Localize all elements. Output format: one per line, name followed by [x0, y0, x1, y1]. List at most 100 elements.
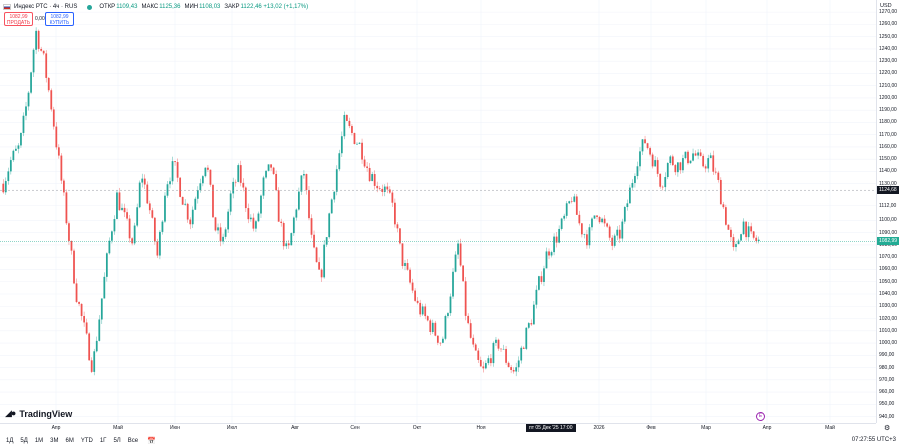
candle-body	[333, 191, 336, 200]
price-scale[interactable]: USD 1270,00 1260,00 1250,00 1240,00 1230,00 1…	[876, 0, 899, 423]
candle-body	[262, 177, 265, 196]
candle	[363, 155, 366, 169]
candle	[472, 334, 475, 348]
candle-body	[191, 209, 194, 225]
candle	[169, 177, 171, 189]
time-axis[interactable]: Апр Май Июн Июл Авг Сен Окт Ноя 2026 Фев Мар Апр Май…	[0, 423, 876, 433]
candle-body	[558, 228, 561, 243]
candle-body	[462, 265, 465, 282]
candle	[164, 192, 166, 224]
candle	[457, 239, 459, 259]
period-button-YTD[interactable]: YTD	[80, 437, 93, 444]
candle-body	[555, 236, 558, 243]
candle	[522, 346, 525, 350]
candle-body	[78, 301, 80, 304]
candle-body	[265, 170, 267, 178]
price-tick: 1260,00	[879, 21, 898, 28]
open-value: 1109,43	[116, 4, 138, 10]
candle	[525, 327, 528, 351]
candle	[719, 177, 722, 205]
candle-body	[699, 152, 702, 156]
period-button-1Д[interactable]: 1Д	[6, 437, 14, 444]
candle	[201, 175, 204, 187]
candle	[351, 124, 353, 136]
candle	[555, 232, 558, 248]
candle-body	[641, 139, 644, 152]
period-button-1М[interactable]: 1М	[34, 437, 44, 444]
candle	[57, 144, 60, 159]
candle	[578, 210, 581, 226]
period-button-5Л[interactable]: 5Л	[113, 437, 121, 444]
candle	[381, 184, 384, 197]
candle-body	[383, 186, 386, 192]
candle-body	[227, 211, 230, 230]
candle	[270, 164, 272, 172]
candle-body	[80, 303, 83, 317]
time-tick: Мар	[701, 425, 711, 431]
candle	[752, 231, 755, 240]
candle	[346, 114, 348, 122]
candle-body	[634, 176, 636, 183]
candle	[469, 319, 472, 339]
candle	[93, 348, 96, 376]
candle-body	[257, 213, 260, 222]
candle	[159, 230, 161, 260]
candle-body	[194, 198, 197, 210]
candle-body	[545, 251, 548, 269]
event-marker-icon[interactable]: Е	[756, 412, 765, 421]
candlestick-chart[interactable]	[0, 0, 876, 423]
candle-body	[373, 174, 376, 186]
candle-body	[159, 231, 161, 256]
candle	[17, 143, 20, 154]
candle	[85, 318, 88, 335]
axis-settings-icon[interactable]: ⚙	[884, 425, 891, 432]
candle	[449, 293, 452, 316]
period-button-5Д[interactable]: 5Д	[20, 437, 28, 444]
tradingview-logo[interactable]: ◢● TradingView	[5, 408, 72, 419]
candle-body	[2, 183, 5, 193]
clock[interactable]: 07:27:55 UTC+3	[851, 437, 896, 443]
candle	[95, 336, 98, 353]
candle	[394, 198, 396, 228]
candle-body	[467, 315, 470, 324]
candle	[540, 271, 543, 285]
candle	[9, 156, 12, 175]
currency-label[interactable]: USD	[880, 3, 892, 9]
candle	[757, 236, 760, 244]
calendar-icon[interactable]: 📅	[147, 437, 156, 445]
candle	[735, 242, 737, 252]
time-tick: 2026	[593, 425, 605, 431]
candle-body	[477, 350, 480, 360]
price-tick: 1050,00	[879, 278, 898, 285]
candle	[598, 215, 601, 224]
candle-body	[189, 219, 192, 225]
period-button-3М[interactable]: 3М	[50, 437, 59, 444]
candle-body	[623, 207, 626, 222]
candle-body	[752, 231, 755, 238]
candle-body	[725, 207, 727, 225]
candle-body	[55, 126, 58, 148]
period-button-6М[interactable]: 6М	[65, 437, 74, 444]
candle	[100, 298, 103, 324]
candle	[452, 267, 454, 299]
chart-pane[interactable]: Индекс РТС · 4ч · RUS ОТКР 1109,43 МАКС …	[0, 0, 876, 423]
buy-button[interactable]: 1082,99 КУПИТЬ	[45, 12, 74, 26]
candle	[153, 216, 156, 245]
candle-body	[560, 218, 563, 229]
symbol-title[interactable]: Индекс РТС · 4ч · RUS	[14, 4, 78, 10]
candle-body	[591, 218, 593, 228]
price-tick: 1190,00	[879, 107, 897, 114]
candle-body	[85, 322, 88, 334]
sell-button[interactable]: 1082,99 ПРОДАТЬ	[4, 12, 33, 26]
candle	[636, 161, 639, 180]
candle	[391, 190, 394, 207]
candle-body	[596, 215, 598, 217]
candle	[409, 267, 411, 285]
candle	[98, 315, 101, 342]
period-button-Все[interactable]: Все	[127, 437, 139, 444]
close-label: ЗАКР	[224, 4, 240, 10]
candle-body	[60, 155, 63, 181]
period-button-1Г[interactable]: 1Г	[99, 437, 107, 444]
price-tick: 990,00	[879, 352, 895, 359]
candle-body	[606, 223, 609, 227]
